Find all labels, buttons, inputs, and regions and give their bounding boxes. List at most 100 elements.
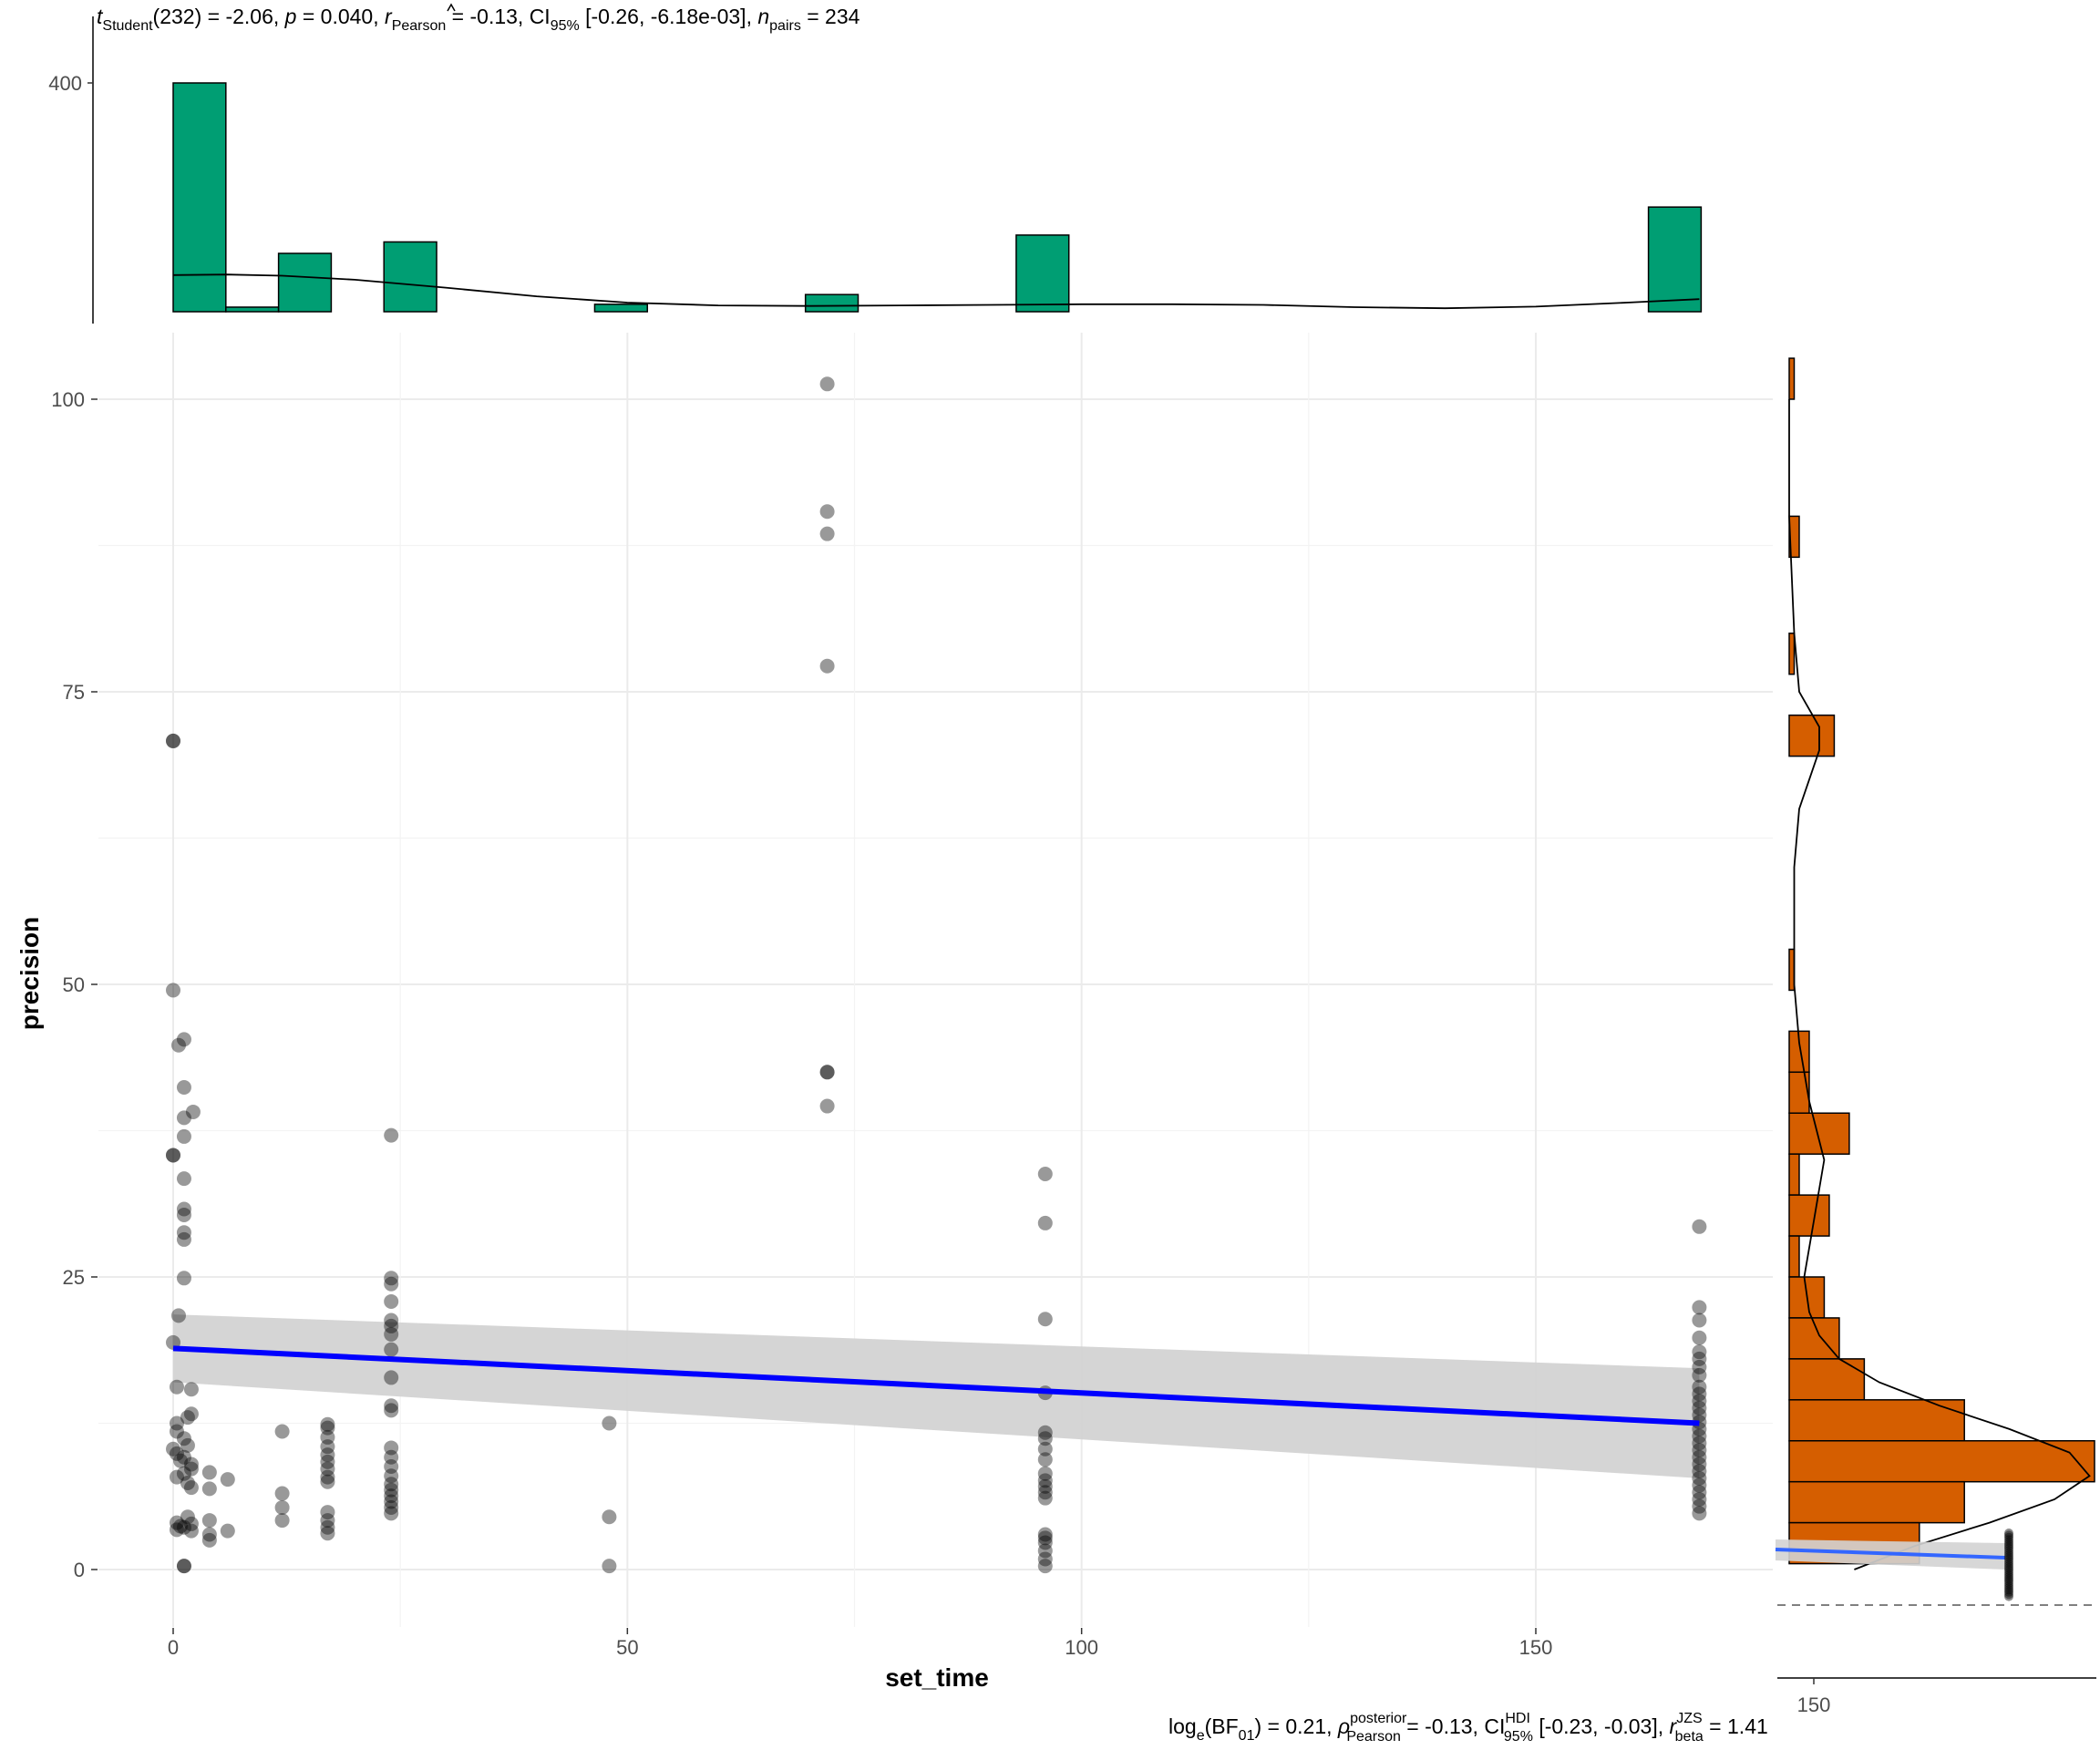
scatter-point (183, 1461, 199, 1477)
right-hist-bottom-ticks: 150 (1797, 1678, 1830, 1716)
caption-ci-value: [-0.23, -0.03], (1533, 1714, 1670, 1738)
scatter-point (384, 1271, 399, 1286)
scatter-point (1037, 1215, 1053, 1230)
caption-log: log (1168, 1714, 1197, 1738)
n-text: = 234 (801, 5, 860, 28)
inset-point (2004, 1554, 2013, 1564)
scatter-point (819, 658, 835, 674)
scatter-point (1037, 1473, 1053, 1488)
x-tick-label: 100 (1065, 1636, 1098, 1659)
r-symbol: r (385, 5, 393, 28)
scatter-point (384, 1312, 399, 1328)
caption-ci-sub: 95% (1504, 1729, 1533, 1745)
scatter-point (180, 1410, 195, 1426)
scatter-point (320, 1505, 335, 1520)
scatter-point (1692, 1379, 1707, 1395)
scatter-point (384, 1403, 399, 1418)
right-inset-regression (1775, 1529, 2013, 1601)
inset-point (2004, 1591, 2013, 1601)
scatter-point (602, 1415, 617, 1431)
scatter-point (1692, 1428, 1707, 1444)
scatter-point (1037, 1431, 1053, 1446)
scatter-point (176, 1201, 191, 1217)
scatter-point (176, 1559, 191, 1574)
scatter-point (384, 1499, 399, 1515)
inset-point (2004, 1574, 2013, 1584)
scatter-point (176, 1171, 191, 1187)
scatter-point (169, 1446, 184, 1461)
caption-r-sup: JZS (1676, 1711, 1702, 1726)
scatter-point (166, 1148, 180, 1163)
scatter-point (176, 1128, 191, 1144)
right-hist-bar (1788, 515, 1800, 559)
scatter-point (1692, 1394, 1707, 1409)
t-subscript: Student (102, 18, 153, 34)
scatter-point (1037, 1425, 1053, 1440)
confidence-band (173, 1314, 1700, 1478)
scatter-point (819, 1065, 835, 1080)
top-hist-bar (225, 306, 280, 313)
scatter-point (1037, 1559, 1053, 1574)
scatter-point (180, 1475, 195, 1490)
x-tick-label: 50 (616, 1636, 638, 1659)
caption-bf-sub: 01 (1239, 1728, 1255, 1744)
scatter-point (1692, 1400, 1707, 1415)
scatter-point (1692, 1491, 1707, 1507)
scatter-point (1692, 1344, 1707, 1360)
ci-subscript: 95% (551, 18, 580, 34)
scatter-point (180, 1509, 195, 1525)
scatter-point (176, 1466, 191, 1481)
scatter-point (384, 1276, 399, 1292)
scatter-point (320, 1416, 335, 1432)
scatter-point (819, 1098, 835, 1114)
n-symbol: n (757, 5, 769, 28)
inset-point (2004, 1529, 2013, 1538)
inset-point (2004, 1550, 2013, 1560)
scatter-point (1037, 1490, 1053, 1506)
scatter-point (384, 1482, 399, 1498)
scatter-point (384, 1477, 399, 1492)
inset-point (2004, 1570, 2013, 1580)
scatter-point (1692, 1464, 1707, 1479)
scatter-point (1692, 1312, 1707, 1328)
scatter-point (176, 1079, 191, 1095)
scatter-point (819, 1065, 835, 1080)
scatter-point (176, 1431, 191, 1446)
scatter-point (1692, 1485, 1707, 1500)
scatter-point (201, 1481, 217, 1497)
top-hist-y-ticks: 400 (48, 72, 93, 95)
scatter-point (185, 1104, 201, 1119)
scatter-point (1692, 1449, 1707, 1465)
scatter-point (274, 1424, 290, 1439)
scatter-point (169, 1424, 184, 1439)
scatter-point (176, 1032, 191, 1047)
scatter-point (1037, 1167, 1053, 1182)
scatter-point (166, 1148, 180, 1163)
scatter-point (384, 1440, 399, 1456)
scatter-point (320, 1513, 335, 1529)
scatter-point (176, 1519, 191, 1535)
scatter-point (1037, 1527, 1053, 1542)
scatter-point (1037, 1485, 1053, 1500)
x-tick-label: 0 (168, 1636, 179, 1659)
inset-point (2004, 1532, 2013, 1542)
caption-rho-value: = -0.13, CI (1401, 1714, 1505, 1738)
scatter-point (320, 1519, 335, 1535)
scatter-point (384, 1370, 399, 1385)
scatter-point (201, 1513, 217, 1529)
scatter-point (819, 376, 835, 392)
right-hist-bar (1788, 1071, 1810, 1114)
scatter-point (1692, 1457, 1707, 1472)
inset-point (2004, 1580, 2013, 1590)
scatter-point (1692, 1443, 1707, 1458)
scatter-point (176, 1110, 191, 1126)
y-tick-label: 100 (51, 388, 85, 411)
x-tick-label: 150 (1519, 1636, 1553, 1659)
scatter-point (1037, 1452, 1053, 1467)
scatter-point (274, 1499, 290, 1515)
scatter-point (1692, 1386, 1707, 1402)
scatter-point (1692, 1470, 1707, 1486)
scatter-point (166, 1441, 180, 1457)
right-hist-bar (1788, 714, 1836, 757)
regression-confidence-band (173, 1314, 1700, 1478)
